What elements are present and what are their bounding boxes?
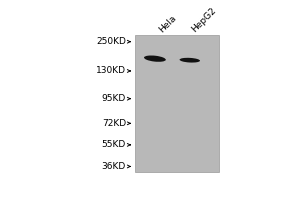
Text: 95KD: 95KD [102,94,126,103]
Ellipse shape [180,58,200,63]
Text: Hela: Hela [157,13,178,34]
Text: 36KD: 36KD [102,162,126,171]
Text: 130KD: 130KD [96,66,126,75]
Text: 250KD: 250KD [96,37,126,46]
Text: 72KD: 72KD [102,119,126,128]
Text: HepG2: HepG2 [190,6,218,34]
Bar [135,35,219,172]
Ellipse shape [144,56,166,62]
Text: 55KD: 55KD [102,140,126,149]
